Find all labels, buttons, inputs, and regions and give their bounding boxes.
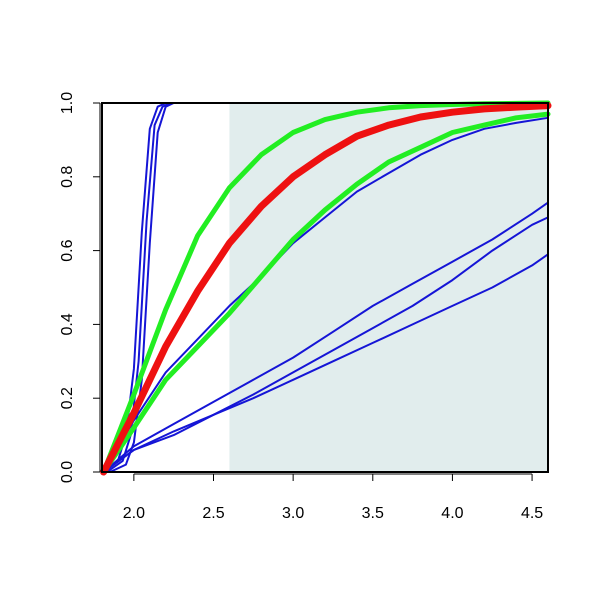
y-tick-label: 0.8: [59, 166, 76, 188]
x-axis: 2.0 2.5 3.0 3.5 4.0 4.5: [123, 473, 543, 522]
y-tick-label: 0.0: [59, 461, 76, 483]
series-layer: [100, 100, 552, 476]
y-tick-label: 0.6: [59, 239, 76, 261]
y-tick-label: 0.4: [59, 313, 76, 335]
x-tick-label: 2.0: [123, 505, 145, 522]
y-tick-label: 1.0: [59, 92, 76, 114]
shaded-region-layer: [229, 103, 548, 472]
x-tick-label: 2.5: [202, 505, 224, 522]
series-line-blue-7: [102, 253, 549, 473]
x-tick-label: 4.5: [521, 505, 543, 522]
x-tick-label: 3.5: [362, 505, 384, 522]
series-line-red-10: [100, 102, 552, 476]
shaded-region: [229, 103, 548, 472]
series-line-blue-5: [102, 216, 549, 473]
plot-frame: [101, 102, 549, 473]
series-line-blue-6: [102, 201, 549, 473]
x-tick-label: 3.0: [282, 505, 304, 522]
series-line-green-9: [101, 111, 551, 475]
x-tick-label: 4.0: [441, 505, 463, 522]
y-tick-label: 0.2: [59, 387, 76, 409]
y-axis: 0.0 0.2 0.4 0.6 0.8 1.0: [59, 92, 101, 483]
series-line-blue-4: [102, 116, 549, 473]
